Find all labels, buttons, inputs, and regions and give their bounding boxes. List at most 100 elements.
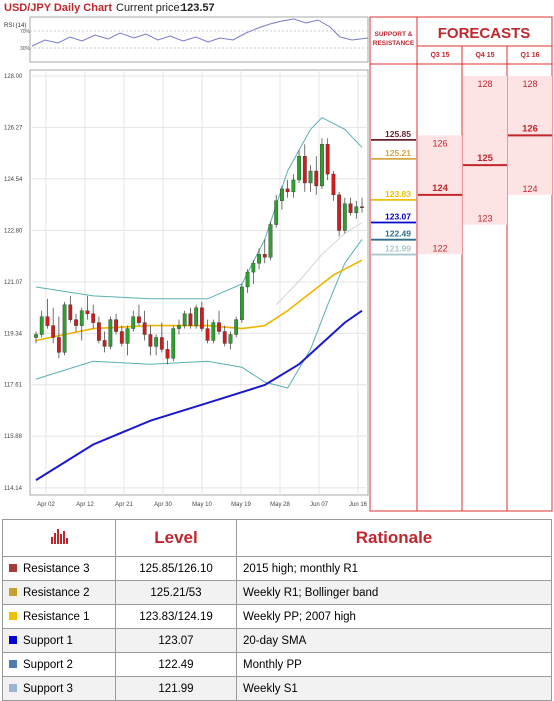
candle-body xyxy=(342,203,347,231)
table-row: Support 2 122.49 Monthly PP xyxy=(2,652,552,677)
candle-body xyxy=(228,334,233,344)
candle-body xyxy=(85,310,90,314)
x-tick-label: Apr 30 xyxy=(154,502,172,508)
candle-body xyxy=(148,334,153,347)
candle-body xyxy=(102,340,107,347)
y-tick-label: 124.54 xyxy=(4,177,23,183)
sr-level-value: 123.07 xyxy=(385,211,411,221)
forecast-high: 128 xyxy=(522,79,537,89)
level-name-cell: Resistance 1 xyxy=(2,604,116,629)
level-color-swatch xyxy=(9,588,17,597)
level-color-swatch xyxy=(9,684,17,693)
sma-50-line xyxy=(35,259,363,342)
level-name: Support 1 xyxy=(23,634,73,647)
forecast-mid: 124 xyxy=(432,183,449,194)
table-row: Support 3 121.99 Weekly S1 xyxy=(2,676,552,701)
candle-body xyxy=(97,322,101,341)
forecast-panel: FORECASTS SUPPORT & RESISTANCE Q3 15 Q4 … xyxy=(369,16,553,512)
candle-body xyxy=(262,254,267,258)
candle-body xyxy=(125,328,130,344)
rsi-panel: RSI (14) 70% 30% xyxy=(4,16,369,63)
candle-body xyxy=(222,331,227,344)
table-header-level: Level xyxy=(115,519,237,557)
candle-body xyxy=(114,319,118,332)
candle-body xyxy=(302,155,307,184)
candle-body xyxy=(91,313,96,323)
candle-body xyxy=(119,331,124,344)
sr-level-value: 121.99 xyxy=(385,244,411,254)
bollinger-upper-line xyxy=(35,116,363,300)
level-name-cell: Support 2 xyxy=(2,652,116,677)
x-tick-label: May 19 xyxy=(231,502,251,508)
levels-table: Level Rationale Resistance 3 125.85/126.1… xyxy=(2,519,552,701)
sr-level-value: 122.49 xyxy=(385,229,411,239)
rsi-line xyxy=(31,18,369,47)
forecast-range xyxy=(463,75,507,225)
table-header-rationale: Rationale xyxy=(236,519,552,557)
support-resistance-label: SUPPORT & RESISTANCE xyxy=(372,31,415,47)
level-color-swatch xyxy=(9,564,17,573)
forecast-low: 122 xyxy=(432,243,447,253)
bar-chart-icon xyxy=(51,528,68,544)
chart-title: USD/JPY Daily Chart xyxy=(4,2,113,14)
candle-body xyxy=(268,224,273,258)
y-tick-label: 119.34 xyxy=(4,331,23,337)
candle-body xyxy=(39,316,44,335)
candle-body xyxy=(205,328,210,341)
quarter-label: Q3 15 xyxy=(430,52,449,59)
candle-body xyxy=(320,144,324,187)
candle-body xyxy=(280,188,284,201)
candle-body xyxy=(182,313,187,326)
chart-header: USD/JPY Daily Chart Current price: 123.5… xyxy=(0,0,554,18)
price-chart: RSI (14) 70% 30% 128.00 126.27 124.54 122.8… xyxy=(4,16,553,512)
candle-body xyxy=(68,304,73,320)
current-price-value: 123.57 xyxy=(181,2,215,14)
level-name: Resistance 3 xyxy=(23,562,90,575)
candle-body xyxy=(142,322,147,335)
candle-body xyxy=(325,144,330,175)
candle-body xyxy=(291,179,296,193)
candle-body xyxy=(239,286,244,320)
level-name: Support 3 xyxy=(23,682,73,695)
candle-body xyxy=(74,319,78,326)
candle-body xyxy=(331,173,336,196)
sr-level-value: 125.85 xyxy=(385,129,411,139)
quarter-label: Q1 16 xyxy=(520,52,539,59)
candle-body xyxy=(297,155,301,181)
y-axis: 128.00 126.27 124.54 122.80 121.07 119.34 117.… xyxy=(4,74,23,492)
candle-body xyxy=(251,262,256,273)
candle-body xyxy=(45,316,50,326)
candle-body xyxy=(354,206,359,213)
rsi-tick-30: 30% xyxy=(20,46,31,52)
x-axis: Apr 02 Apr 12 Apr 21 Apr 30 May 10 May 19 May … xyxy=(37,502,368,508)
table-header-icon xyxy=(2,519,116,557)
level-rationale: Weekly R1; Bollinger band xyxy=(236,580,552,605)
candle-body xyxy=(199,307,204,329)
support-resistance-levels: 125.85 125.21 123.83 123.07 122.49 121.99 xyxy=(371,129,416,256)
x-tick-label: Apr 02 xyxy=(37,502,55,508)
level-name: Resistance 2 xyxy=(23,586,90,599)
level-name-cell: Resistance 3 xyxy=(2,556,116,581)
candle-body xyxy=(314,170,319,187)
candle-body xyxy=(257,254,261,264)
level-value: 123.83/124.19 xyxy=(115,604,237,629)
candle-body xyxy=(62,304,67,353)
table-row: Resistance 3 125.85/126.10 2015 high; mont… xyxy=(2,556,552,581)
candle-body xyxy=(194,307,199,326)
forecast-mid: 126 xyxy=(522,123,538,134)
forecast-bars: 126 124 122 128 125 123 128 126 124 xyxy=(418,75,552,255)
candle-body xyxy=(285,188,290,193)
forecast-mid: 125 xyxy=(477,153,494,164)
forecast-high: 126 xyxy=(432,138,447,148)
candle-body xyxy=(234,319,239,335)
candle-body xyxy=(211,322,216,341)
level-name: Support 2 xyxy=(23,658,73,671)
candle-body xyxy=(188,313,193,326)
candle-body xyxy=(165,349,170,359)
candle-body xyxy=(79,310,84,326)
forecast-high: 128 xyxy=(477,79,492,89)
candle-body xyxy=(56,337,61,353)
level-name-cell: Resistance 2 xyxy=(2,580,116,605)
y-tick-label: 121.07 xyxy=(4,280,23,286)
x-tick-label: Jun 07 xyxy=(310,502,329,508)
